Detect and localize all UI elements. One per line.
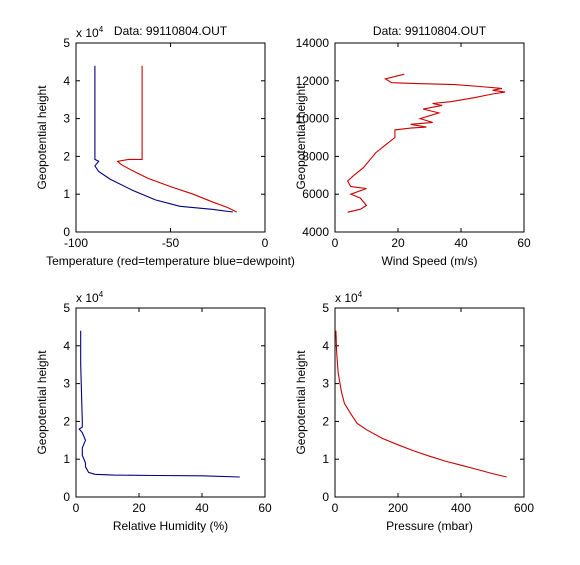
y-exponent-power: 4 <box>99 25 104 34</box>
chart-title: Data: 99110804.OUT <box>373 24 487 38</box>
axes-frame <box>334 42 525 233</box>
y-axis-label: Geopotential height <box>35 85 49 190</box>
y-tick-label: 4000 <box>302 225 329 239</box>
y-tick-label: 2 <box>63 414 70 428</box>
y-axis-label: Geopotential height <box>294 85 308 190</box>
chart-title: Data: 99110804.OUT <box>114 24 228 38</box>
y-tick-label: 6000 <box>302 187 329 201</box>
y-tick-label: 2 <box>322 414 329 428</box>
y-tick-label: 5 <box>63 301 70 315</box>
y-tick-label: 4 <box>322 339 329 353</box>
y-tick-label: 12000 <box>296 74 330 88</box>
y-tick-label: 8000 <box>302 149 329 163</box>
y-tick-label: 14000 <box>296 36 330 50</box>
subplot-3: 0 20 40 60 0 1 2 3 4 5 x 104 Relative Humidity (%) G… <box>35 290 272 533</box>
y-tick-label: 4 <box>63 74 70 88</box>
y-exponent-label: x 104 <box>335 290 363 305</box>
y-tick-label: 5 <box>322 301 329 315</box>
x-tick-label: 0 <box>262 236 269 250</box>
y-tick-label: 3 <box>322 377 329 391</box>
x-tick-label: 20 <box>391 236 405 250</box>
y-exponent-label: x 104 <box>76 290 104 305</box>
x-tick-label: 20 <box>132 501 146 515</box>
axes-frame <box>75 42 266 233</box>
x-tick-label: 0 <box>332 236 339 250</box>
x-tick-label: 40 <box>454 236 468 250</box>
x-tick-label: 0 <box>73 501 80 515</box>
subplot-4: 0 200 400 600 0 1 2 3 4 5 x 104 Pressure (mbar) Geop… <box>294 290 534 533</box>
y-tick-label: 10000 <box>296 112 330 126</box>
x-tick-label: 600 <box>514 501 534 515</box>
y-exponent-power: 4 <box>99 290 104 299</box>
series-line-1 <box>116 65 237 213</box>
x-tick-label: 60 <box>517 236 531 250</box>
x-axis-label: Relative Humidity (%) <box>113 519 228 533</box>
y-tick-label: 0 <box>63 225 70 239</box>
y-tick-label: 3 <box>63 112 70 126</box>
y-tick-label: 3 <box>63 377 70 391</box>
axes-frame <box>75 307 266 498</box>
series-line-1 <box>346 73 506 213</box>
y-tick-label: 0 <box>322 490 329 504</box>
y-tick-label: 4 <box>63 339 70 353</box>
x-tick-label: -50 <box>162 236 180 250</box>
y-exponent-power: 4 <box>358 290 363 299</box>
y-tick-label: 2 <box>63 149 70 163</box>
series-line-2 <box>94 65 233 213</box>
x-tick-label: 0 <box>332 501 339 515</box>
y-tick-label: 1 <box>63 187 70 201</box>
series-line-1 <box>78 330 240 478</box>
series-line-1 <box>335 330 507 478</box>
subplot-2: 0 20 40 60 4000 6000 8000 10000 12000 14000 Data: … <box>294 24 531 268</box>
y-tick-label: 5 <box>63 36 70 50</box>
y-tick-label: 1 <box>322 452 329 466</box>
x-tick-label: 40 <box>195 501 209 515</box>
y-axis-label: Geopotential height <box>35 350 49 455</box>
subplot-1: -100 -50 0 0 1 2 3 4 5 x 104 Data: 99110804.OUT Tem… <box>35 24 295 268</box>
axes-frame <box>334 307 525 498</box>
x-tick-label: 60 <box>258 501 272 515</box>
y-tick-label: 1 <box>63 452 70 466</box>
x-tick-label: 400 <box>451 501 471 515</box>
y-tick-label: 0 <box>63 490 70 504</box>
x-axis-label: Temperature (red=temperature blue=dewpoi… <box>46 254 295 268</box>
x-tick-label: 200 <box>388 501 408 515</box>
y-axis-label: Geopotential height <box>294 350 308 455</box>
x-tick-label: -100 <box>64 236 88 250</box>
y-exponent-label: x 104 <box>76 25 104 40</box>
x-axis-label: Wind Speed (m/s) <box>381 254 477 268</box>
x-axis-label: Pressure (mbar) <box>386 519 473 533</box>
